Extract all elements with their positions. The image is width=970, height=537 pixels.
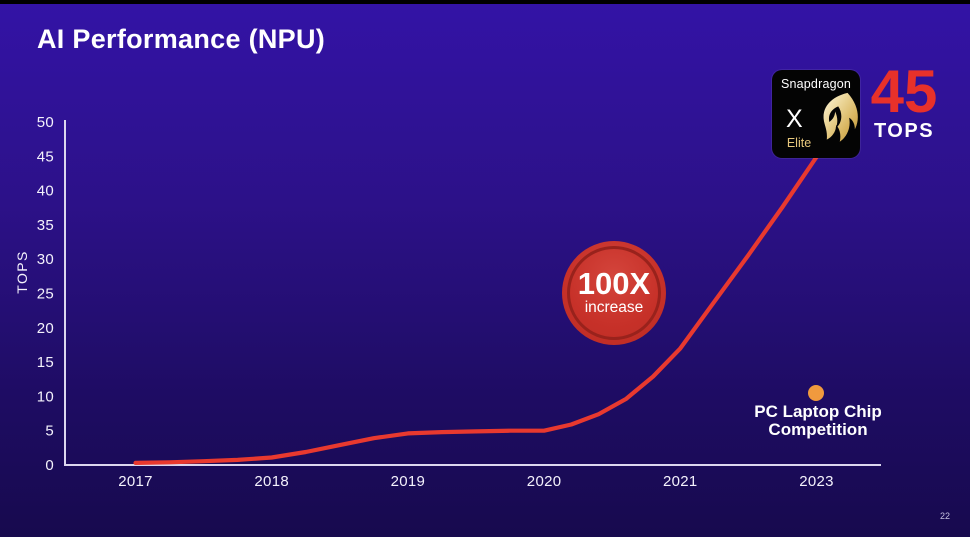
y-tick-label: 35 (37, 217, 54, 234)
axes (64, 120, 881, 466)
endpoint-value: 45 (870, 58, 938, 125)
increase-badge: 100X increase (562, 241, 666, 345)
x-tick-label: 2020 (527, 473, 562, 490)
y-axis-label: TOPS (14, 250, 30, 294)
npu-performance-line (133, 154, 819, 465)
competition-label: PC Laptop Chip Competition (718, 403, 918, 439)
snapdragon-x-elite-logo: Snapdragon X Elite (772, 70, 860, 158)
y-tick-label: 40 (37, 183, 54, 200)
page-number: 22 (939, 511, 950, 521)
snapdragon-elite-label: Elite (786, 136, 812, 150)
x-tick-label: 2021 (663, 473, 698, 490)
y-tick-label: 10 (37, 388, 54, 405)
y-tick-label: 25 (37, 286, 54, 303)
y-tick-label: 5 (45, 423, 54, 440)
y-tick-label: 15 (37, 354, 54, 371)
competition-point-dot (808, 385, 824, 401)
snapdragon-brand-label: Snapdragon (780, 77, 852, 91)
competition-label-line1: PC Laptop Chip (754, 402, 882, 421)
y-tick-label: 50 (37, 114, 54, 131)
increase-badge-caption: increase (584, 299, 644, 316)
page-title: AI Performance (NPU) (37, 24, 326, 54)
y-tick-label: 30 (37, 251, 54, 268)
competition-label-line2: Competition (768, 420, 868, 439)
top-bar (0, 0, 970, 4)
y-tick-label: 45 (37, 148, 54, 165)
x-tick-label: 2018 (254, 473, 289, 490)
snapdragon-x-label: X (786, 105, 803, 133)
x-tick-label: 2019 (391, 473, 426, 490)
endpoint-callout: 45 TOPS (862, 58, 946, 143)
y-tick-label: 20 (37, 320, 54, 337)
endpoint-unit: TOPS (873, 120, 935, 142)
increase-badge-value: 100X (577, 266, 651, 301)
snapdragon-flame-icon (823, 92, 858, 142)
x-tick-label: 2017 (118, 473, 153, 490)
y-tick-label: 0 (45, 457, 54, 474)
x-tick-label: 2023 (799, 473, 834, 490)
